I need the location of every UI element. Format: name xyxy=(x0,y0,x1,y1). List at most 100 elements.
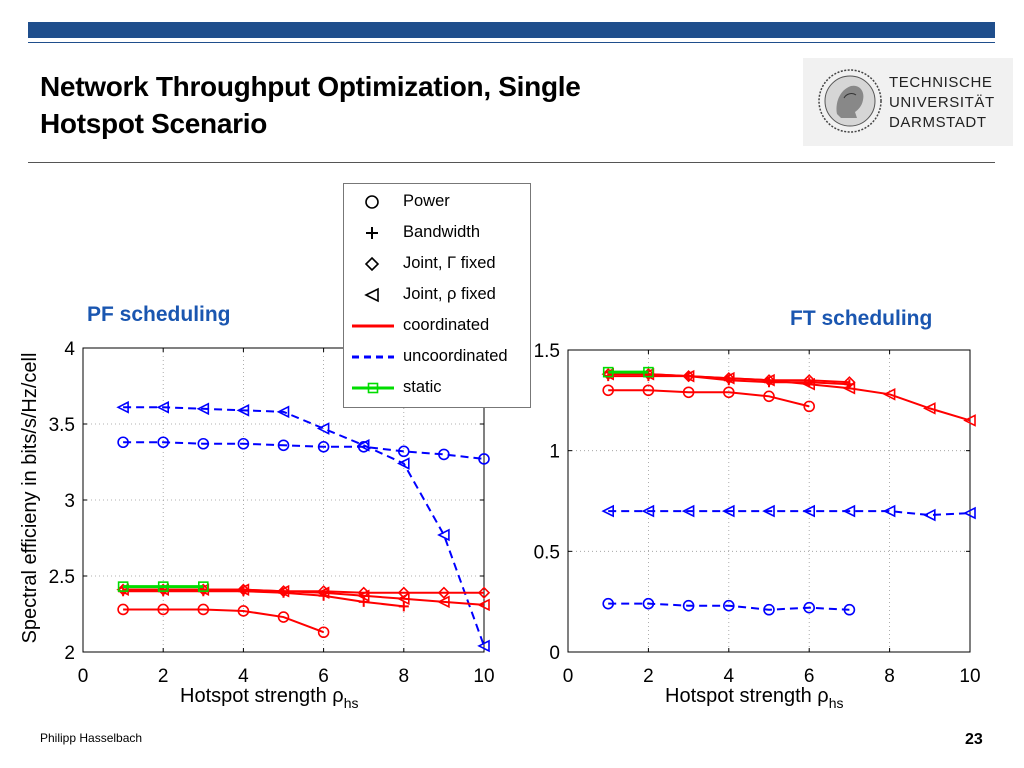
series-line xyxy=(608,602,850,611)
data-point xyxy=(642,384,655,397)
y-tick-label: 0 xyxy=(549,643,560,664)
x-axis-label-subscript: hs xyxy=(829,695,844,711)
title-divider xyxy=(28,162,995,163)
data-point xyxy=(277,439,290,452)
data-point xyxy=(397,586,410,599)
data-point xyxy=(157,603,169,616)
data-point xyxy=(602,597,615,610)
series-line xyxy=(123,441,485,460)
logo-text-line-3: DARMSTADT xyxy=(889,114,987,131)
legend-label: Bandwidth xyxy=(403,223,481,241)
data-point xyxy=(276,405,290,419)
data-point xyxy=(683,371,694,382)
top-accent-line xyxy=(28,42,995,43)
legend-symbol-icon xyxy=(366,227,378,239)
data-point xyxy=(477,639,490,653)
data-point xyxy=(682,599,695,612)
data-point xyxy=(236,404,250,417)
data-point xyxy=(117,436,129,449)
data-point xyxy=(367,382,379,394)
legend-symbol-icon xyxy=(352,324,394,328)
x-axis-label-main: Hotspot strength ρ xyxy=(665,685,829,707)
series-coordinated-triangle-left xyxy=(116,583,490,612)
x-tick-label: 0 xyxy=(563,666,574,687)
plot-frame xyxy=(567,349,971,653)
logo-text: TECHNISCHE UNIVERSITÄT DARMSTADT xyxy=(889,73,995,133)
series-line xyxy=(608,389,810,408)
data-point xyxy=(437,595,450,609)
x-tick-label: 4 xyxy=(238,666,249,687)
logo-text-line-1: TECHNISCHE xyxy=(889,74,993,91)
legend-symbol-icon xyxy=(364,287,379,303)
x-tick-label: 10 xyxy=(959,666,980,687)
data-point xyxy=(317,626,330,639)
x-tick-label: 6 xyxy=(804,666,815,687)
data-point xyxy=(117,603,129,616)
y-axis-label: Spectral efficieny in bits/s/Hz/cell xyxy=(19,353,41,644)
data-point xyxy=(803,400,816,413)
data-point xyxy=(365,195,379,209)
legend-label: Joint, Γ fixed xyxy=(403,254,496,272)
series-coordinated-circle xyxy=(117,603,330,639)
data-point xyxy=(844,379,855,390)
data-point xyxy=(963,506,976,520)
y-tick-label: 3 xyxy=(64,491,75,512)
series-line xyxy=(123,406,485,647)
data-point xyxy=(156,400,169,414)
series-line xyxy=(123,590,404,608)
x-axis-label: Hotspot strength ρhs xyxy=(180,685,358,711)
data-point xyxy=(762,504,775,518)
data-point xyxy=(277,611,290,623)
legend-label: static xyxy=(403,378,442,396)
data-point xyxy=(438,448,450,461)
legend-item: coordinated xyxy=(344,311,530,342)
x-tick-label: 2 xyxy=(643,666,654,687)
data-point xyxy=(843,603,856,616)
series-coordinated-triangle-left xyxy=(601,367,976,427)
data-point xyxy=(366,227,378,239)
top-accent-bar xyxy=(28,22,995,38)
data-point xyxy=(398,601,409,612)
data-point xyxy=(722,599,735,612)
series-line xyxy=(123,608,324,634)
data-point xyxy=(238,586,249,597)
series-uncoordinated-triangle-left xyxy=(601,504,976,522)
y-tick-label: 1.5 xyxy=(534,341,560,362)
logo-text-line-2: UNIVERSITÄT xyxy=(889,94,995,111)
data-point xyxy=(641,504,655,518)
data-point xyxy=(723,375,734,386)
x-tick-label: 8 xyxy=(399,666,410,687)
data-point xyxy=(116,400,129,414)
series-coordinated-circle xyxy=(602,384,816,413)
slide-title: Network Throughput Optimization, Single … xyxy=(40,68,581,142)
legend-label: coordinated xyxy=(403,316,490,334)
data-point xyxy=(397,592,410,606)
data-point xyxy=(196,402,210,416)
data-point xyxy=(157,581,169,592)
data-point xyxy=(643,366,654,378)
data-point xyxy=(682,386,695,399)
legend-item: Power xyxy=(344,187,530,218)
data-point xyxy=(722,504,735,518)
data-point xyxy=(722,386,735,399)
data-point xyxy=(397,445,410,458)
data-point xyxy=(237,437,250,450)
x-tick-label: 2 xyxy=(158,666,169,687)
data-point xyxy=(681,504,695,518)
x-axis-label-subscript: hs xyxy=(344,695,359,711)
data-point xyxy=(278,587,289,598)
y-tick-label: 4 xyxy=(64,339,75,360)
ft-chart: 0 2 4 6 8 10 0 0.5 1 1.5 Hotspot strength ρhs xyxy=(534,341,981,711)
data-point xyxy=(477,598,490,612)
ft-chart-title: FT scheduling xyxy=(790,307,933,330)
legend-item: Bandwidth xyxy=(344,218,530,249)
data-point xyxy=(602,366,614,378)
y-tick-label: 2.5 xyxy=(49,567,75,588)
data-point xyxy=(317,440,330,453)
data-point xyxy=(477,586,491,599)
data-point xyxy=(802,504,815,518)
series-line xyxy=(608,510,971,517)
data-point xyxy=(842,504,856,518)
data-point xyxy=(197,603,210,616)
